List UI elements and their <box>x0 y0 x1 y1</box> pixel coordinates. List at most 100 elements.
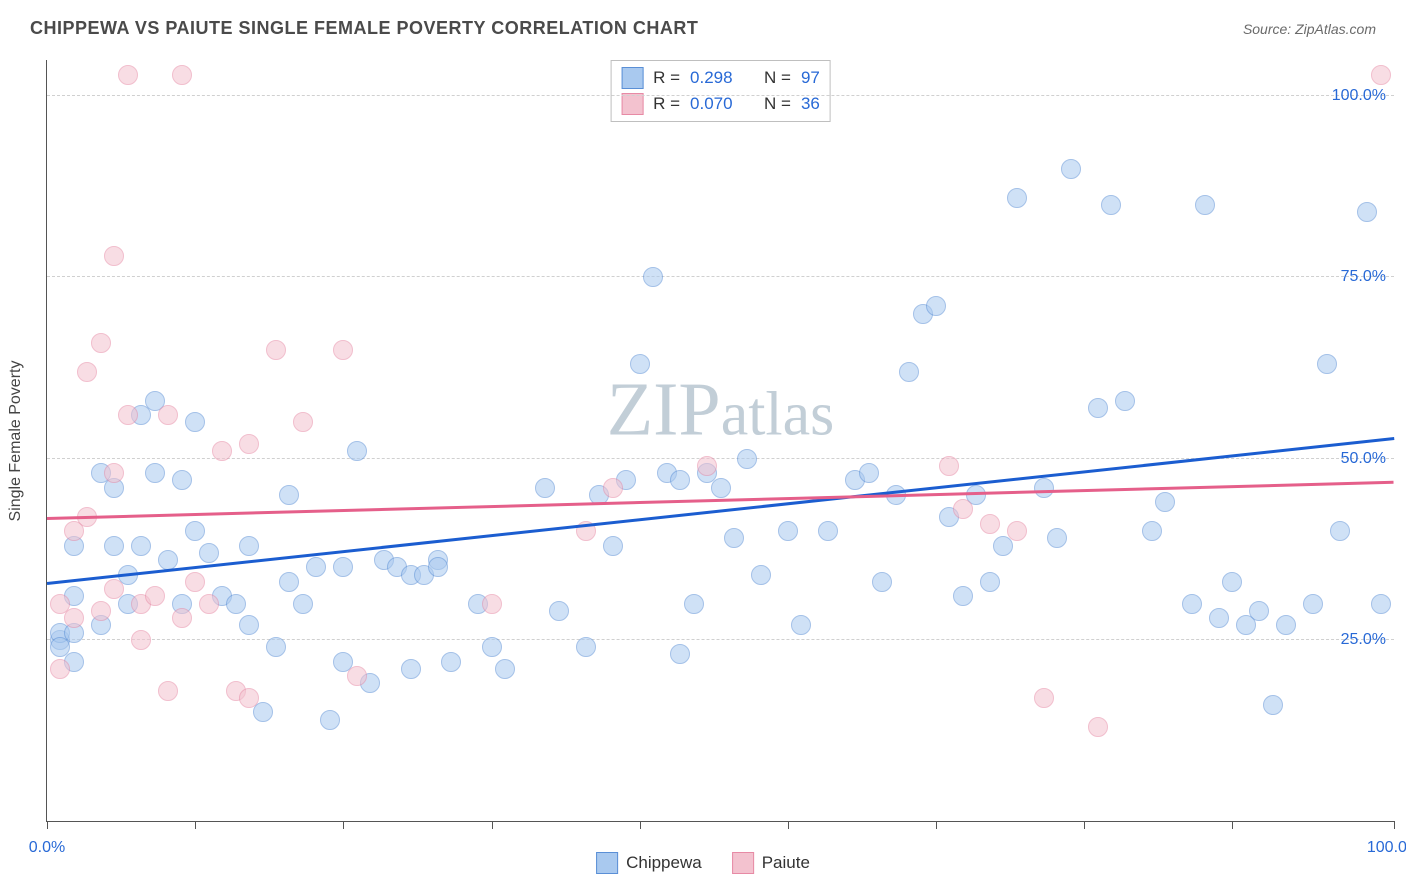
scatter-point <box>1182 594 1202 614</box>
stat-r-label: R = <box>653 94 680 114</box>
stat-legend-row: R = 0.298N = 97 <box>621 65 820 91</box>
scatter-point <box>293 594 313 614</box>
scatter-point <box>1371 594 1391 614</box>
scatter-point <box>1330 521 1350 541</box>
ytick-label: 100.0% <box>1332 87 1386 105</box>
scatter-point <box>212 441 232 461</box>
scatter-point <box>980 514 1000 534</box>
scatter-point <box>118 65 138 85</box>
legend-swatch <box>621 67 643 89</box>
scatter-point <box>1209 608 1229 628</box>
scatter-point <box>441 652 461 672</box>
y-axis-label: Single Female Poverty <box>7 361 25 522</box>
plot-area: ZIPatlas R = 0.298N = 97R = 0.070N = 36 … <box>46 60 1394 822</box>
legend-label: Paiute <box>762 853 810 873</box>
scatter-point <box>172 608 192 628</box>
legend-swatch <box>596 852 618 874</box>
gridline <box>47 639 1394 640</box>
scatter-point <box>145 586 165 606</box>
scatter-point <box>630 354 650 374</box>
scatter-point <box>791 615 811 635</box>
scatter-point <box>320 710 340 730</box>
scatter-point <box>306 557 326 577</box>
gridline <box>47 95 1394 96</box>
scatter-point <box>495 659 515 679</box>
scatter-point <box>737 449 757 469</box>
scatter-point <box>199 543 219 563</box>
scatter-point <box>1088 717 1108 737</box>
scatter-point <box>1088 398 1108 418</box>
scatter-point <box>670 470 690 490</box>
scatter-point <box>1371 65 1391 85</box>
scatter-point <box>751 565 771 585</box>
scatter-point <box>158 405 178 425</box>
scatter-point <box>482 594 502 614</box>
legend-swatch <box>621 93 643 115</box>
scatter-point <box>1034 688 1054 708</box>
scatter-point <box>1276 615 1296 635</box>
ytick-label: 50.0% <box>1341 450 1386 468</box>
scatter-point <box>1155 492 1175 512</box>
scatter-point <box>50 659 70 679</box>
stat-n-label: N = <box>764 94 791 114</box>
scatter-point <box>104 579 124 599</box>
xtick <box>492 821 493 829</box>
chart-title: CHIPPEWA VS PAIUTE SINGLE FEMALE POVERTY… <box>30 18 698 39</box>
scatter-point <box>643 267 663 287</box>
scatter-point <box>131 536 151 556</box>
scatter-point <box>1034 478 1054 498</box>
stat-n-value: 97 <box>801 68 820 88</box>
ytick-label: 75.0% <box>1341 268 1386 286</box>
scatter-point <box>239 615 259 635</box>
xtick <box>47 821 48 829</box>
scatter-point <box>1007 188 1027 208</box>
scatter-point <box>347 441 367 461</box>
gridline <box>47 276 1394 277</box>
scatter-point <box>1101 195 1121 215</box>
scatter-point <box>347 666 367 686</box>
stat-legend: R = 0.298N = 97R = 0.070N = 36 <box>610 60 831 122</box>
scatter-point <box>77 362 97 382</box>
scatter-point <box>724 528 744 548</box>
scatter-point <box>1222 572 1242 592</box>
xtick <box>195 821 196 829</box>
ytick-label: 25.0% <box>1341 631 1386 649</box>
scatter-point <box>684 594 704 614</box>
bottom-legend: ChippewaPaiute <box>596 852 810 874</box>
scatter-point <box>64 608 84 628</box>
scatter-point <box>104 246 124 266</box>
scatter-point <box>1047 528 1067 548</box>
scatter-point <box>1303 594 1323 614</box>
scatter-point <box>266 637 286 657</box>
scatter-point <box>1249 601 1269 621</box>
scatter-point <box>576 637 596 657</box>
scatter-point <box>872 572 892 592</box>
scatter-point <box>859 463 879 483</box>
scatter-point <box>239 434 259 454</box>
scatter-point <box>172 65 192 85</box>
xtick <box>1084 821 1085 829</box>
scatter-point <box>226 594 246 614</box>
scatter-point <box>818 521 838 541</box>
scatter-point <box>279 485 299 505</box>
source-label: Source: ZipAtlas.com <box>1243 21 1376 37</box>
scatter-point <box>482 637 502 657</box>
xtick-label: 0.0% <box>29 839 65 857</box>
scatter-point <box>535 478 555 498</box>
scatter-point <box>185 521 205 541</box>
scatter-point <box>145 463 165 483</box>
scatter-point <box>549 601 569 621</box>
scatter-point <box>711 478 731 498</box>
scatter-point <box>1357 202 1377 222</box>
scatter-point <box>603 536 623 556</box>
scatter-point <box>428 557 448 577</box>
scatter-point <box>239 688 259 708</box>
watermark: ZIPatlas <box>607 367 835 454</box>
stat-r-value: 0.070 <box>690 94 746 114</box>
scatter-point <box>401 659 421 679</box>
xtick <box>1394 821 1395 829</box>
scatter-point <box>603 478 623 498</box>
scatter-point <box>1061 159 1081 179</box>
scatter-point <box>172 470 192 490</box>
scatter-point <box>953 499 973 519</box>
